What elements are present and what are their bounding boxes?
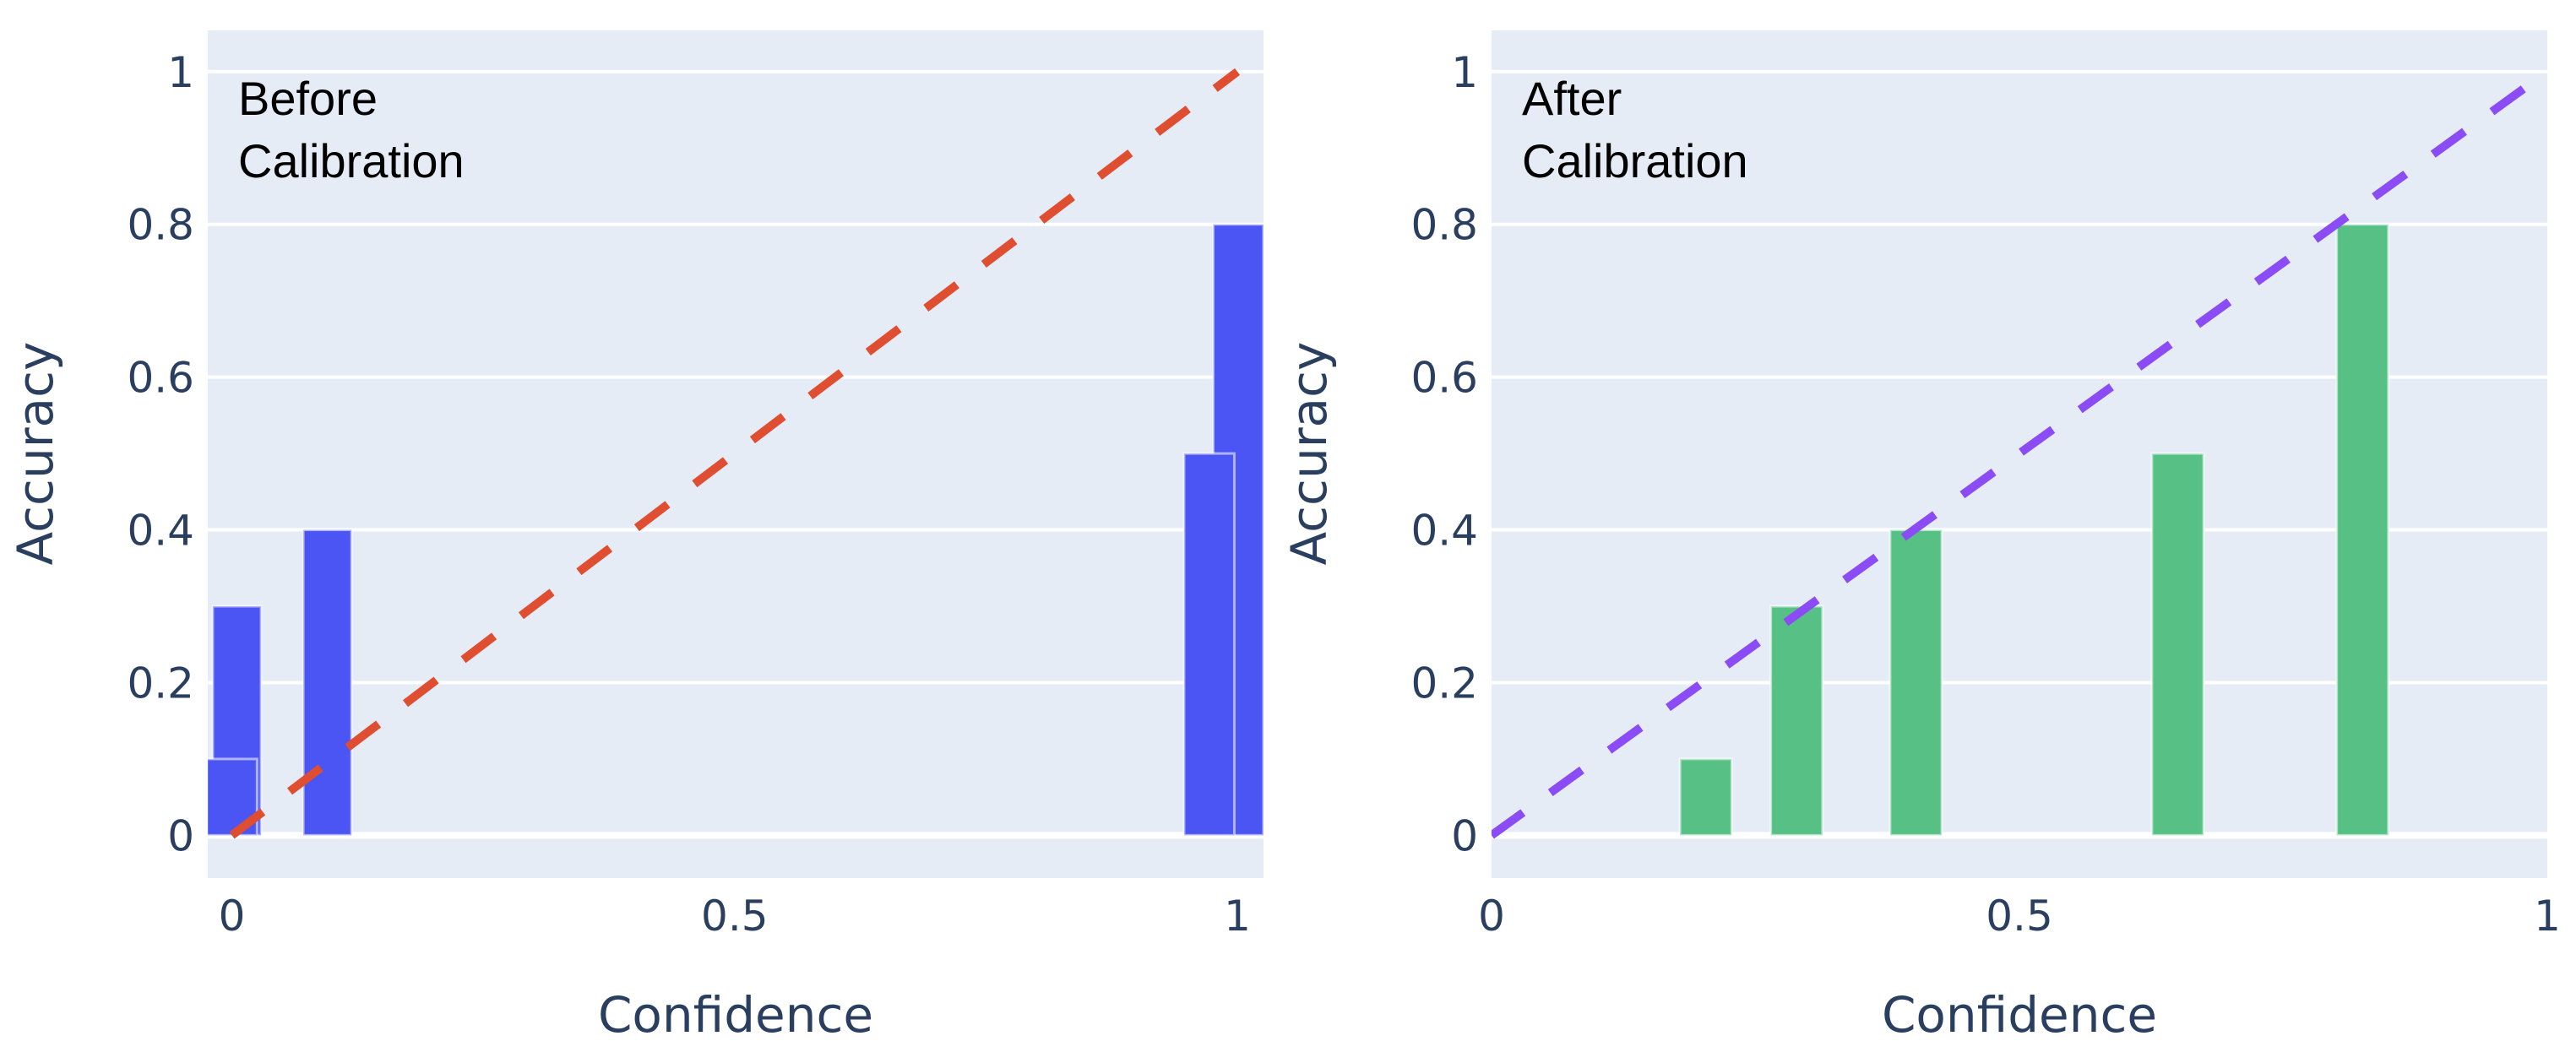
y-tick-label: 1	[167, 48, 194, 97]
y-axis-title: Accuracy	[1280, 342, 1338, 566]
x-tick-label: 0	[219, 892, 246, 941]
bar	[1769, 605, 1824, 837]
y-tick-label: 0.8	[1410, 201, 1478, 250]
y-tick-label: 0.8	[127, 201, 194, 250]
y-tick-label: 0	[1451, 811, 1478, 860]
x-axis-title: Confidence	[598, 986, 873, 1044]
plot-background	[208, 30, 1264, 878]
x-tick-label: 1	[1224, 892, 1251, 941]
bar	[302, 529, 353, 837]
y-tick-label: 0.2	[127, 659, 194, 708]
annotation-text: Calibration	[238, 134, 465, 187]
y-axis-title: Accuracy	[7, 342, 64, 566]
bar	[1182, 452, 1236, 837]
y-tick-label: 0.4	[1410, 507, 1478, 556]
bars	[208, 68, 1264, 839]
chart-panel-2: 0 0.2 0.4 0.6 0.8 1 0 0.5 1 Confidence Accuracy Aft…	[1280, 30, 2561, 1044]
x-axis-title: Confidence	[1882, 986, 2157, 1044]
x-tick-label: 0	[1478, 892, 1505, 941]
annotation-text: Before	[238, 72, 378, 125]
x-tick-label: 0.5	[701, 892, 769, 941]
annotation-text: Calibration	[1522, 134, 1748, 187]
bars	[1492, 68, 2547, 839]
bar	[2335, 223, 2390, 837]
y-tick-label: 1	[1451, 48, 1478, 97]
bar	[1889, 529, 1943, 837]
annotation-text: After	[1522, 72, 1622, 125]
perfect-calibration-line	[229, 68, 1241, 839]
x-tick-label: 0.5	[1986, 892, 2053, 941]
chart-panel-1: 0 0.2 0.4 0.6 0.8 1 0 0.5 1 Confidence Accuracy Bef…	[7, 30, 1264, 1044]
y-tick-label: 0.6	[1410, 354, 1478, 403]
bar	[2150, 452, 2205, 837]
y-tick-label: 0.6	[127, 354, 194, 403]
y-tick-label: 0.2	[1410, 659, 1478, 708]
bar	[1678, 757, 1733, 837]
y-tick-label: 0	[167, 811, 194, 860]
y-tick-label: 0.4	[127, 507, 194, 556]
x-tick-label: 1	[2534, 892, 2561, 941]
